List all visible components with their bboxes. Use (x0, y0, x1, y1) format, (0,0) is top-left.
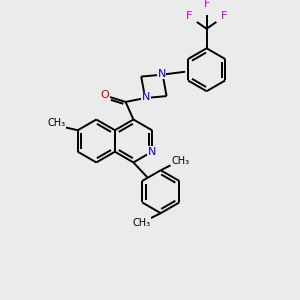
Text: F: F (221, 11, 227, 21)
Text: N: N (142, 92, 150, 102)
Text: O: O (101, 90, 110, 100)
Text: CH₃: CH₃ (171, 157, 189, 166)
Text: F: F (203, 0, 210, 9)
Text: CH₃: CH₃ (132, 218, 150, 228)
Text: CH₃: CH₃ (47, 118, 65, 128)
Text: F: F (186, 11, 192, 21)
Text: N: N (158, 69, 166, 79)
Text: N: N (148, 147, 156, 157)
